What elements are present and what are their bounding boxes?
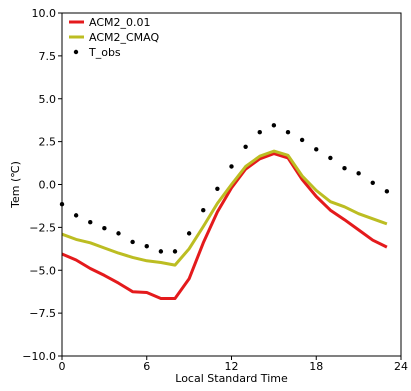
- series-line-acm2-0-01: [61, 152, 388, 300]
- obs-point: [384, 189, 390, 194]
- obs-point: [257, 129, 262, 135]
- obs-point: [158, 249, 164, 254]
- y-tick-label: 10.0: [32, 7, 57, 20]
- obs-point: [73, 213, 79, 218]
- obs-point: [130, 239, 135, 245]
- obs-point: [314, 147, 319, 152]
- obs-point: [215, 186, 220, 191]
- obs-point: [172, 249, 178, 254]
- obs-point: [201, 208, 206, 213]
- obs-point: [88, 220, 93, 225]
- obs-point: [342, 166, 347, 171]
- y-axis-label: Tem (℃): [9, 161, 22, 209]
- obs-point: [370, 180, 375, 185]
- obs-point: [356, 171, 361, 176]
- plot-border: [61, 12, 402, 357]
- y-tick-label: 5.0: [39, 93, 57, 106]
- obs-point: [116, 231, 121, 236]
- y-tick-label: −7.5: [29, 307, 56, 320]
- legend-label: T_obs: [88, 46, 121, 59]
- y-tick-label: 0.0: [39, 179, 57, 192]
- legend-swatch: [73, 49, 79, 55]
- axes: 0 6 12 18 24 −10.0 −7.5 −5.0 −2.5 0.0 2.5 5.0 7.5 10.…: [22, 7, 408, 373]
- obs-point: [144, 244, 149, 249]
- series-line-acm2-cmaq: [61, 149, 388, 267]
- x-tick-label: 24: [394, 360, 408, 373]
- x-tick-label: 12: [225, 360, 239, 373]
- y-tick-label: −10.0: [22, 350, 56, 363]
- obs-point: [229, 164, 234, 169]
- obs-point: [271, 123, 277, 128]
- x-tick-label: 6: [143, 360, 150, 373]
- x-tick-label: 18: [309, 360, 323, 373]
- plot-frame: [61, 12, 402, 357]
- obs-point: [328, 155, 333, 161]
- obs-point: [299, 137, 305, 143]
- legend-label: ACM2_0.01: [89, 16, 151, 29]
- obs-point: [102, 226, 107, 231]
- y-tick-label: 2.5: [39, 136, 57, 149]
- y-tick-label: −2.5: [29, 221, 56, 234]
- x-tick-label: 0: [59, 360, 66, 373]
- obs-point: [285, 129, 291, 135]
- legend: ACM2_0.01 ACM2_CMAQ T_obs: [69, 16, 160, 59]
- x-axis-label: Local Standard Time: [175, 372, 288, 385]
- legend-label: ACM2_CMAQ: [89, 31, 160, 44]
- y-tick-label: 7.5: [39, 50, 57, 63]
- obs-point: [186, 231, 192, 236]
- series-layer: [59, 123, 390, 300]
- y-tick-label: −5.0: [29, 264, 56, 277]
- obs-point: [243, 144, 248, 149]
